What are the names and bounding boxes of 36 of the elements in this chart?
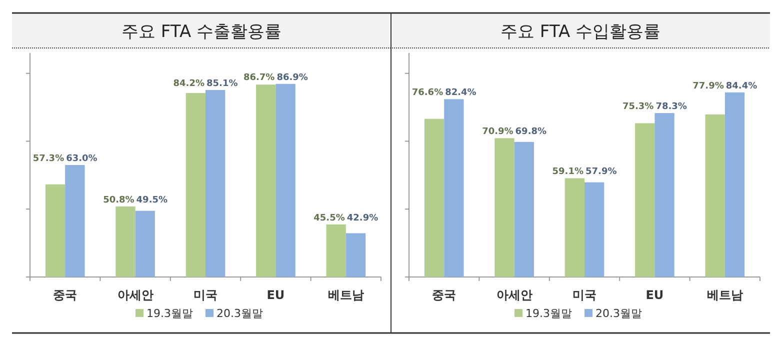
x-tick-label: 미국 [194,288,218,302]
data-label: 84.4% [726,81,758,92]
data-label: 86.7% [243,72,275,83]
x-tick-label: 중국 [432,288,456,302]
data-label: 84.2% [173,78,204,89]
data-label: 45.5% [314,213,345,224]
data-label: 63.0% [66,154,98,164]
x-tick-label: EU [646,288,664,302]
data-label: 75.3% [622,102,654,112]
data-label: 85.1% [206,78,238,89]
x-tick-label: 중국 [53,288,78,302]
data-label: 69.8% [515,127,547,138]
legend-label: 19.3월말 [146,307,193,320]
x-tick-label: 베트남 [328,288,364,302]
data-label: 50.8% [103,195,134,206]
data-label: 78.3% [656,102,687,112]
x-tick-label: 아세안 [496,288,532,302]
data-label: 70.9% [482,127,514,138]
chart-title: 주요 FTA 수출활용률 [122,22,282,42]
chart-title: 주요 FTA 수입활용률 [500,22,660,42]
legend-label: 20.3월말 [216,307,263,320]
x-tick-label: EU [266,288,285,302]
data-label: 57.3% [32,154,64,164]
data-label: 42.9% [346,213,378,224]
x-tick-label: 베트남 [706,288,743,302]
data-label: 49.5% [136,195,168,206]
data-label: 76.6% [412,88,444,98]
x-tick-label: 미국 [572,288,596,302]
data-label: 59.1% [552,167,584,178]
data-label: 86.9% [276,72,308,83]
data-label: 57.9% [586,167,617,178]
legend-label: 19.3월말 [526,307,572,320]
data-label: 82.4% [445,88,476,98]
legend-label: 20.3월말 [596,307,642,320]
x-tick-label: 아세안 [117,288,154,302]
data-label: 77.9% [692,81,724,92]
